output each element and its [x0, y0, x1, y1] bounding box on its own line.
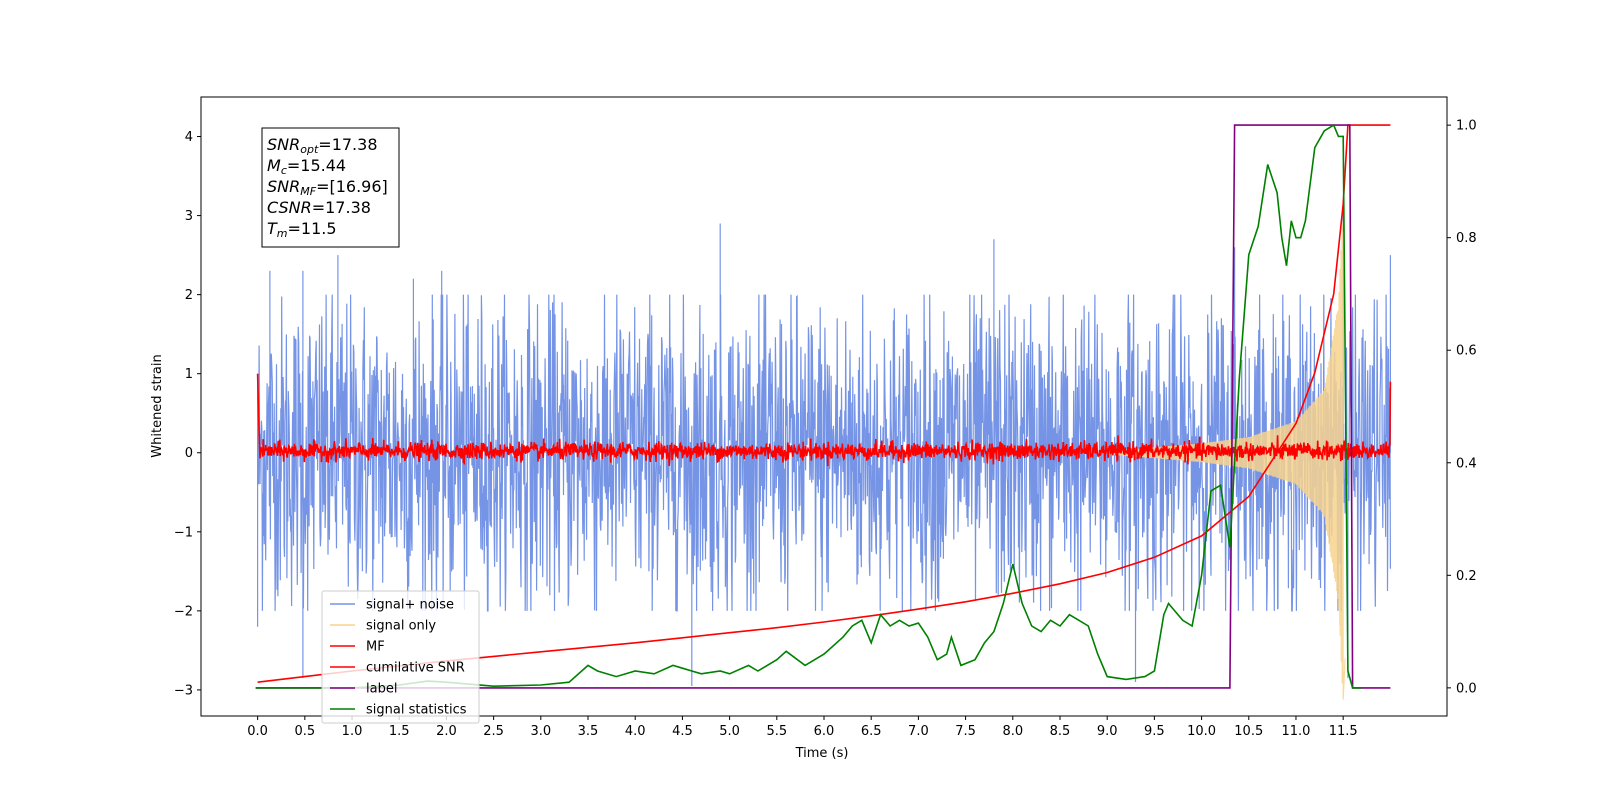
x-tick-label: 1.5 — [389, 724, 410, 739]
series-signal-noise — [257, 199, 1391, 686]
legend-label: signal statistics — [366, 703, 467, 718]
x-tick-label: 5.0 — [719, 724, 740, 739]
annotation-line: SNRMF=[16.96] — [267, 177, 388, 198]
y-tick-label: 3 — [185, 209, 193, 224]
annotation-subscript: c — [281, 164, 287, 177]
y2-tick-label: 1.0 — [1456, 119, 1477, 134]
y-axis-left: −3 −2 −1 0 1 2 3 4 — [174, 130, 201, 698]
y-axis-label: Whitened strain — [150, 354, 165, 457]
annotation-line: Mc=15.44 — [267, 156, 346, 177]
x-tick-label: 10.5 — [1234, 724, 1263, 739]
x-tick-label: 8.5 — [1050, 724, 1071, 739]
y-tick-label: 2 — [185, 288, 193, 303]
annotation-value: =[16.96] — [316, 177, 388, 196]
x-tick-label: 9.5 — [1144, 724, 1165, 739]
x-tick-label: 4.5 — [672, 724, 693, 739]
x-tick-label: 0.5 — [294, 724, 315, 739]
annotation-symbol: SNR — [267, 135, 300, 154]
x-axis: 0.0 0.5 1.0 1.5 2.0 2.5 3.0 3.5 4.0 4.5 5.0 5.5 6.0 6… — [247, 716, 1358, 739]
x-tick-label: 0.0 — [247, 724, 268, 739]
legend-label: signal+ noise — [366, 598, 454, 613]
x-tick-label: 2.5 — [483, 724, 504, 739]
y-tick-label: 4 — [185, 130, 193, 145]
y-tick-label: −3 — [174, 683, 193, 698]
y-tick-label: −2 — [174, 604, 193, 619]
y2-tick-label: 0.2 — [1456, 569, 1477, 584]
legend-label: cumilative SNR — [366, 661, 465, 676]
annotation-subscript: MF — [300, 185, 316, 198]
annotation-value: =11.5 — [288, 219, 337, 238]
x-tick-label: 7.5 — [955, 724, 976, 739]
y-axis-right: 0.0 0.2 0.4 0.6 0.8 1.0 — [1447, 119, 1477, 696]
annotation-box: SNRopt=17.38Mc=15.44SNRMF=[16.96]CSNR=17… — [261, 127, 400, 248]
y-tick-label: 0 — [185, 446, 193, 461]
x-tick-label: 8.0 — [1002, 724, 1023, 739]
x-tick-label: 3.0 — [530, 724, 551, 739]
y2-tick-label: 0.8 — [1456, 231, 1477, 246]
x-tick-label: 2.0 — [436, 724, 457, 739]
annotation-line: SNRopt=17.38 — [267, 135, 378, 156]
y2-tick-label: 0.4 — [1456, 456, 1477, 471]
annotation-symbol: T — [267, 219, 278, 238]
series-signal-statistics — [255, 123, 1362, 689]
legend-label: MF — [366, 640, 385, 655]
x-tick-label: 5.5 — [766, 724, 787, 739]
y-tick-label: −1 — [174, 525, 193, 540]
x-tick-label: 6.5 — [861, 724, 882, 739]
legend: signal+ noise signal only MF cumilative SNR… — [321, 590, 480, 724]
x-tick-label: 1.0 — [342, 724, 363, 739]
annotation-frame — [261, 127, 400, 248]
x-tick-label: 3.5 — [578, 724, 599, 739]
x-axis-label: Time (s) — [795, 746, 849, 761]
annotation-subscript: m — [277, 227, 288, 240]
annotation-line: CSNR=17.38 — [267, 198, 371, 217]
annotation-symbol: M — [267, 156, 281, 175]
x-tick-label: 4.0 — [625, 724, 646, 739]
x-tick-label: 7.0 — [908, 724, 929, 739]
y-tick-label: 1 — [185, 367, 193, 382]
annotation-symbol: CSNR — [267, 198, 312, 217]
annotation-subscript: opt — [300, 143, 319, 156]
series-mf — [256, 373, 1392, 467]
annotation-value: =15.44 — [287, 156, 346, 175]
legend-label: label — [366, 682, 397, 697]
legend-label: signal only — [366, 619, 436, 634]
x-tick-label: 9.0 — [1097, 724, 1118, 739]
x-tick-label: 11.5 — [1329, 724, 1358, 739]
x-tick-label: 6.0 — [814, 724, 835, 739]
legend-frame — [321, 590, 480, 724]
annotation-value: =17.38 — [318, 135, 377, 154]
annotation-value: =17.38 — [312, 198, 371, 217]
x-tick-label: 10.0 — [1187, 724, 1216, 739]
annotation-line: Tm=11.5 — [267, 219, 337, 240]
annotation-symbol: SNR — [267, 177, 300, 196]
y2-tick-label: 0.6 — [1456, 344, 1477, 359]
y2-tick-label: 0.0 — [1456, 681, 1477, 696]
x-tick-label: 11.0 — [1281, 724, 1310, 739]
